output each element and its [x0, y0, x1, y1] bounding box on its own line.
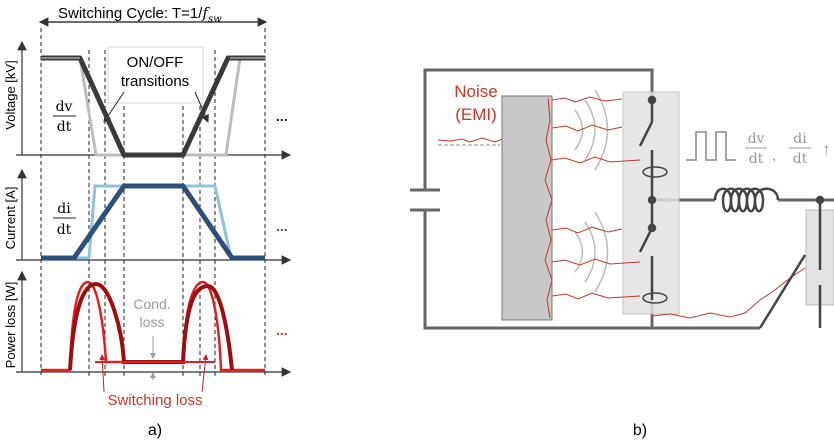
voltage-plot: Voltage [kV] dv dt ...: [3, 40, 292, 160]
transitions-arrow-right: [194, 91, 209, 123]
power-ellipsis: ...: [276, 322, 288, 338]
power-plot: Power loss [W] Cond. loss Switching loss…: [3, 270, 292, 409]
current-plot: Current [A] di dt ...: [3, 168, 292, 265]
top-wire: [423, 68, 654, 190]
b-di-den: dt: [793, 151, 808, 167]
noise-label-1: Noise: [454, 82, 497, 101]
panel-b: Noise (EMI) dv dt , di dt ↑ b): [410, 68, 834, 439]
output-switch: [758, 195, 825, 329]
b-up-arrow: ↑: [822, 140, 831, 159]
power-ylabel: Power loss [W]: [3, 282, 18, 369]
current-ylabel: Current [A]: [3, 187, 18, 250]
b-comma: ,: [772, 147, 776, 164]
b-dv-num: dv: [748, 131, 765, 147]
switching-arrow-left: [99, 354, 106, 393]
di-den: dt: [57, 222, 72, 238]
dv-num: dv: [56, 99, 73, 115]
transitions-label-1: ON/OFF: [127, 54, 184, 71]
cond-label-2: loss: [140, 314, 165, 330]
switch-top: [638, 95, 668, 200]
square-wave-icon: [686, 131, 736, 161]
transitions-box: [107, 46, 204, 104]
voltage-ylabel: Voltage [kV]: [3, 60, 18, 129]
di-num: di: [57, 201, 71, 217]
switching-loss-label: Switching loss: [107, 392, 202, 409]
capacitor: [410, 188, 440, 212]
transitions-label-2: transitions: [121, 73, 189, 90]
noise-traces: [437, 96, 806, 319]
heatsink-block: [501, 95, 553, 321]
switch-bottom: [638, 195, 668, 304]
dv-den: dt: [57, 119, 72, 135]
noise-label-2: (EMI): [455, 105, 497, 124]
current-ellipsis: ...: [276, 218, 288, 234]
b-dv-den: dt: [749, 151, 764, 167]
b-di-num: di: [793, 131, 807, 147]
caption-b: b): [633, 422, 647, 439]
current-curve-slow: [41, 183, 265, 261]
cycle-header: Switching Cycle: T=1/fsw: [58, 4, 222, 25]
cond-label-1: Cond.: [133, 296, 170, 312]
current-curve-fast: [41, 184, 265, 260]
caption-a: a): [148, 422, 162, 439]
inductor: [713, 187, 780, 213]
panel-a: Switching Cycle: T=1/fsw ON/OFF transiti…: [3, 4, 292, 439]
voltage-ellipsis: ...: [276, 108, 288, 124]
switching-arrow-right: [201, 354, 209, 393]
